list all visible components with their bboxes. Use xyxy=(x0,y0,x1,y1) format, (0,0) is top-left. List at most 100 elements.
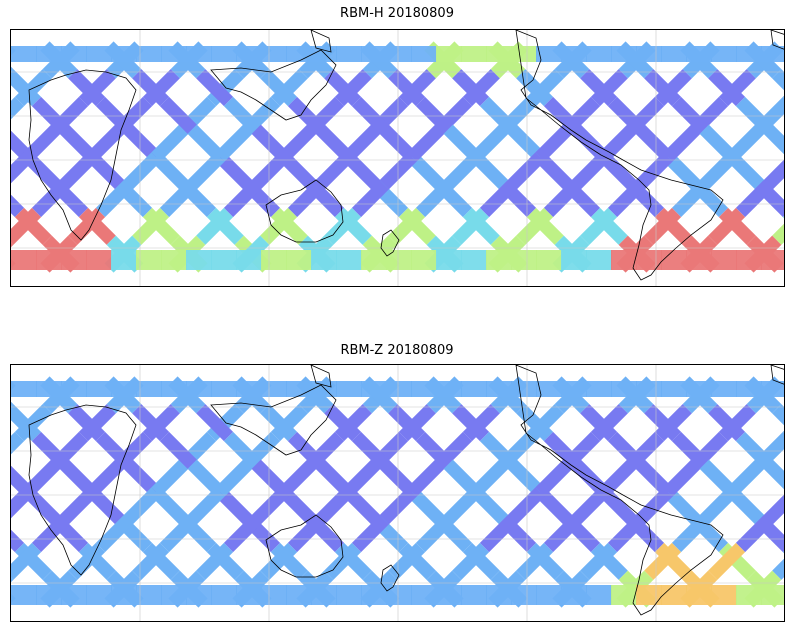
satellite-swath xyxy=(11,465,33,497)
satellite-swath xyxy=(763,159,784,190)
satellite-swath xyxy=(123,487,161,525)
coverage-band xyxy=(261,250,287,270)
gridlines xyxy=(11,365,784,621)
satellite-swath xyxy=(772,558,784,580)
swath-layer xyxy=(11,41,784,273)
satellite-swath xyxy=(95,515,133,553)
satellite-swath xyxy=(507,124,545,162)
coastline xyxy=(515,365,724,616)
coverage-band xyxy=(111,381,137,397)
coverage-band xyxy=(86,585,112,605)
satellite-swath xyxy=(452,404,490,442)
coverage-band xyxy=(486,46,512,62)
coverage-band xyxy=(711,585,737,605)
satellite-swath xyxy=(535,487,573,525)
coverage-band xyxy=(636,250,662,270)
satellite-swath xyxy=(187,487,225,525)
coverage-band xyxy=(286,585,312,605)
coverage-band xyxy=(461,250,487,270)
satellite-swath xyxy=(315,124,353,162)
satellite-swath xyxy=(671,96,709,134)
coverage-band xyxy=(761,585,784,605)
satellite-swath xyxy=(516,69,554,107)
satellite-swath xyxy=(123,124,161,162)
satellite-swath xyxy=(735,515,773,553)
satellite-swath xyxy=(287,180,325,218)
satellite-swath xyxy=(507,152,545,190)
satellite-swath xyxy=(580,404,618,442)
satellite-swath xyxy=(727,487,765,525)
satellite-swath xyxy=(11,152,33,184)
coverage-band xyxy=(711,250,737,270)
satellite-swath xyxy=(59,124,97,162)
satellite-swath xyxy=(343,487,381,525)
satellite-swath xyxy=(196,542,234,580)
satellite-swath xyxy=(287,515,325,553)
coverage-band xyxy=(11,381,37,397)
satellite-swath xyxy=(260,404,298,442)
satellite-swath xyxy=(95,431,133,469)
satellite-swath xyxy=(479,180,517,218)
coverage-band xyxy=(311,46,337,62)
coverage-band xyxy=(136,46,162,62)
satellite-swath xyxy=(315,487,353,525)
satellite-swath xyxy=(671,515,709,553)
satellite-swath xyxy=(351,515,389,553)
satellite-swath xyxy=(571,124,609,162)
coverage-band xyxy=(511,381,537,397)
satellite-swath xyxy=(159,515,197,553)
coverage-band xyxy=(86,46,112,62)
swath-layer xyxy=(11,376,784,608)
gridlines xyxy=(11,30,784,286)
coverage-band xyxy=(261,585,287,605)
coverage-band xyxy=(586,46,612,62)
map-svg-rbm-h xyxy=(11,30,784,286)
satellite-swath xyxy=(151,459,189,497)
coverage-band xyxy=(486,585,512,605)
satellite-swath xyxy=(727,152,765,190)
coverage-band xyxy=(186,381,212,397)
coverage-band xyxy=(586,381,612,397)
satellite-swath xyxy=(11,130,33,162)
coverage-band xyxy=(661,585,687,605)
satellite-swath xyxy=(343,152,381,190)
satellite-swath xyxy=(87,124,125,162)
satellite-swath xyxy=(11,529,25,553)
satellite-swath xyxy=(287,96,325,134)
coverage-band xyxy=(511,585,537,605)
satellite-swath xyxy=(571,487,609,525)
satellite-swath xyxy=(663,459,701,497)
coverage-band xyxy=(86,381,112,397)
satellite-swath xyxy=(11,542,42,580)
satellite-swath xyxy=(11,69,42,107)
panel-title-rbm-z: RBM-Z 20180809 xyxy=(340,343,454,358)
satellite-swath xyxy=(452,207,490,245)
coverage-band xyxy=(211,46,237,62)
satellite-swath xyxy=(727,124,765,162)
coverage-band xyxy=(361,250,387,270)
satellite-swath xyxy=(607,515,645,553)
satellite-swath xyxy=(607,180,645,218)
coverage-band xyxy=(136,250,162,270)
coastline xyxy=(28,404,137,576)
satellite-swath xyxy=(452,69,490,107)
satellite-swath xyxy=(443,124,481,162)
satellite-swath xyxy=(543,431,581,469)
satellite-swath xyxy=(68,542,106,580)
satellite-swath xyxy=(132,207,170,245)
satellite-swath xyxy=(223,180,261,218)
coverage-band xyxy=(761,250,784,270)
satellite-swath xyxy=(11,194,25,218)
coastlines xyxy=(28,365,784,616)
satellite-swath xyxy=(644,207,682,245)
satellite-swath xyxy=(132,404,170,442)
satellite-swath xyxy=(571,152,609,190)
satellite-swath xyxy=(11,431,25,455)
coverage-band xyxy=(111,250,137,270)
satellite-swath xyxy=(132,542,170,580)
coverage-band xyxy=(186,46,212,62)
satellite-swath xyxy=(87,459,125,497)
satellite-swath xyxy=(23,124,61,162)
satellite-swath xyxy=(443,459,481,497)
coverage-band xyxy=(61,585,87,605)
